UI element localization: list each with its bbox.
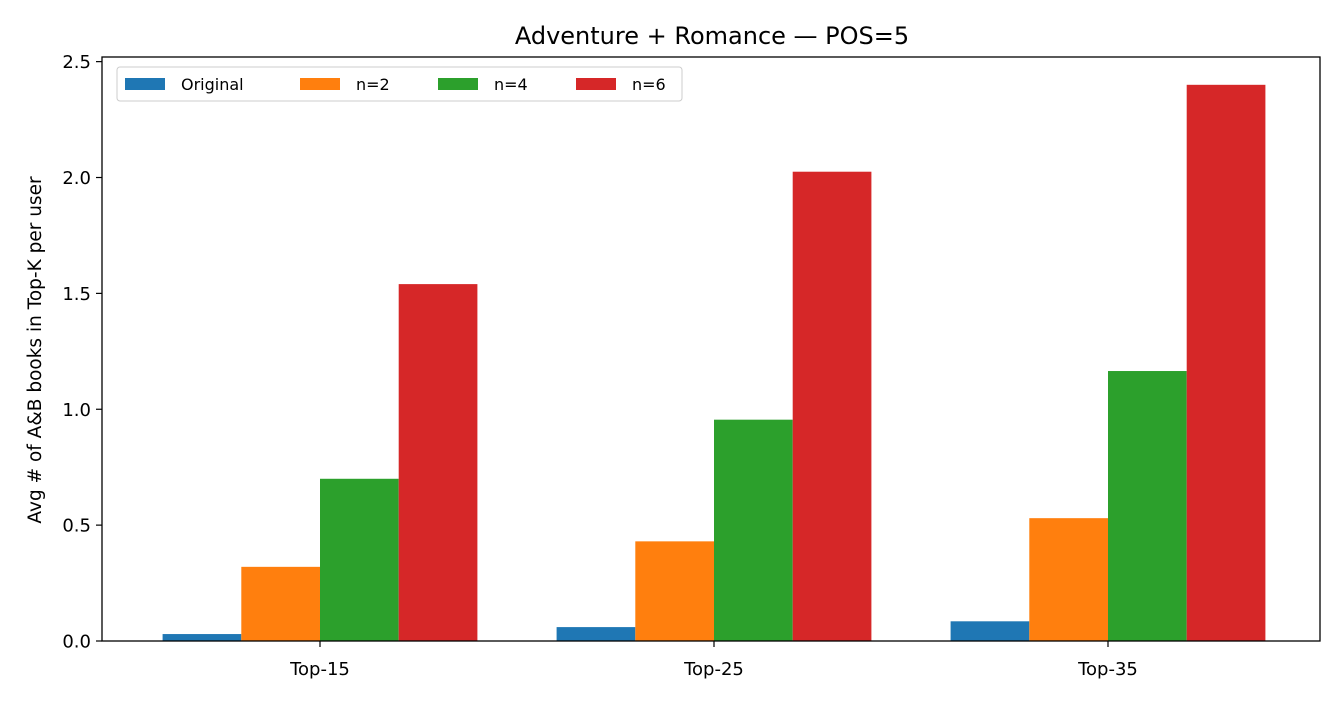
bar-n6-top-15	[398, 284, 478, 641]
bar-n4-top-35	[1108, 371, 1187, 641]
y-tick-label: 2.0	[62, 168, 91, 189]
bar-n6-top-35	[1186, 84, 1266, 641]
chart-title: Adventure + Romance — POS=5	[515, 22, 909, 50]
y-axis-label: Avg # of A&B books in Top-K per user	[25, 176, 46, 524]
y-tick-label: 0.0	[62, 632, 91, 653]
bar-n6-top-25	[792, 171, 872, 641]
y-tick-label: 1.0	[62, 400, 91, 421]
bar-original-top-25	[556, 627, 636, 641]
x-tick-label: Top-15	[289, 659, 350, 680]
legend-swatch-n6	[576, 78, 616, 90]
legend-label-n2: n=2	[356, 75, 390, 94]
y-tick-label: 2.5	[62, 52, 91, 73]
bar-n2-top-15	[241, 566, 320, 641]
bar-n2-top-35	[1029, 518, 1108, 641]
bar-original-top-15	[162, 634, 242, 641]
legend-swatch-original	[125, 78, 165, 90]
y-tick-label: 1.5	[62, 284, 91, 305]
plot-frame	[101, 56, 1321, 642]
legend-swatch-n4	[438, 78, 478, 90]
legend: Original n=2 n=4 n=6	[116, 66, 683, 102]
legend-box	[116, 66, 683, 102]
bar-n4-top-25	[714, 419, 793, 641]
legend-label-n4: n=4	[494, 75, 528, 94]
y-tick-label: 0.5	[62, 516, 91, 537]
bar-n4-top-15	[320, 478, 399, 641]
x-tick-label: Top-35	[1077, 659, 1138, 680]
legend-label-original: Original	[181, 75, 244, 94]
bar-n2-top-25	[635, 541, 714, 641]
axes-group: 0.0 0.5 1.0 1.5 2.0 2.5 Top-15 Top-25 Top-35	[62, 52, 1321, 680]
bar-original-top-35	[950, 621, 1030, 641]
bars-group	[162, 84, 1266, 641]
legend-label-n6: n=6	[632, 75, 666, 94]
legend-swatch-n2	[300, 78, 340, 90]
x-tick-label: Top-25	[683, 659, 744, 680]
